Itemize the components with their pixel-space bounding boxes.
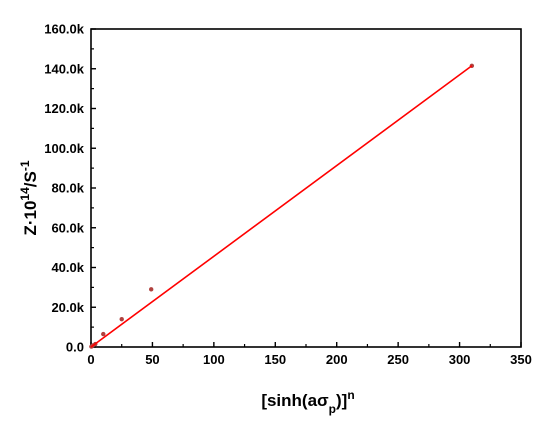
x-tick-label: 0 (87, 352, 94, 367)
y-tick-label: 120.0k (44, 101, 85, 116)
x-tick-label: 100 (203, 352, 225, 367)
x-axis-title: [sinh(aσp)]n (261, 388, 354, 416)
y-tick-label: 20.0k (51, 300, 84, 315)
data-point (101, 331, 106, 337)
y-tick-label: 80.0k (51, 181, 84, 196)
x-tick-label: 150 (264, 352, 286, 367)
x-tick-label: 300 (449, 352, 471, 367)
series-layer (89, 63, 475, 349)
y-axis-title: Z·1014/S-1 (18, 160, 40, 235)
x-tick-label: 200 (326, 352, 348, 367)
fit-line (90, 65, 473, 348)
axes-layer: 0 50 100 150 200 250 300 350 0.0 20.0k 40.0k 60.0k 8… (44, 22, 532, 368)
y-tick-label: 100.0k (44, 141, 85, 156)
y-tick-label: 60.0k (51, 220, 84, 235)
y-tick-label: 160.0k (44, 22, 85, 37)
y-tick-label: 0.0 (66, 340, 84, 355)
data-point (149, 287, 154, 292)
y-tick-label: 140.0k (44, 61, 85, 76)
x-tick-label: 350 (510, 352, 532, 367)
x-tick-label: 50 (145, 352, 159, 367)
y-tick-label: 40.0k (51, 260, 84, 275)
data-point (119, 316, 124, 322)
x-tick-label: 250 (387, 352, 409, 367)
